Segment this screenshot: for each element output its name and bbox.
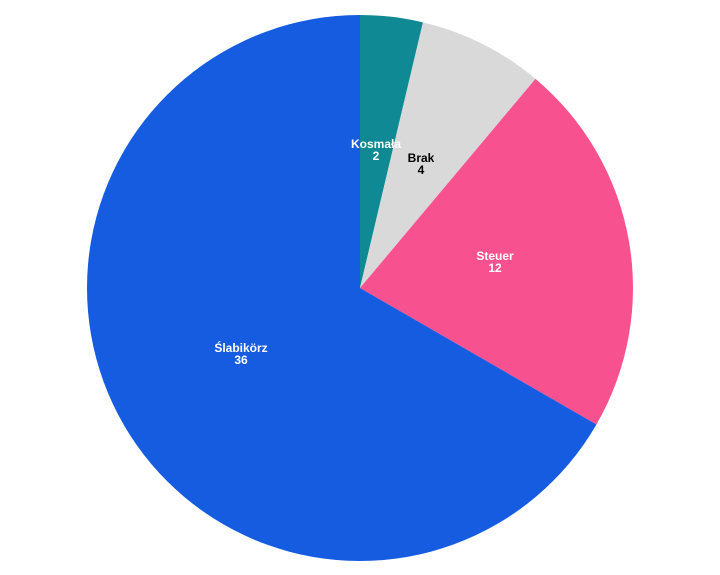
pie-slices [86,15,633,561]
slice-value-label: 4 [418,163,425,177]
slice-label-1: Kosmała 2 [351,137,401,163]
slice-value-label: 2 [373,149,380,163]
pie-labels: Kosmała 2 Brak 4 Steuer 12 Ślabikörz 36 [214,137,514,367]
slice-category-label: Kosmała [351,137,401,151]
slice-category-label: Ślabikörz [214,340,267,355]
slice-value-label: 12 [488,261,502,275]
slice-label-4: Ślabikörz 36 [214,340,267,367]
slice-category-label: Steuer [476,249,514,263]
pie-slice-2 [360,22,536,289]
pie-slice-1 [360,15,423,288]
pie-slice-3 [360,78,633,425]
slice-label-3: Steuer 12 [476,249,514,275]
slice-label-2: Brak 4 [408,151,435,177]
slice-value-label: 36 [234,353,248,367]
slice-category-label: Brak [408,151,435,165]
pie-slice-4 [86,15,597,561]
